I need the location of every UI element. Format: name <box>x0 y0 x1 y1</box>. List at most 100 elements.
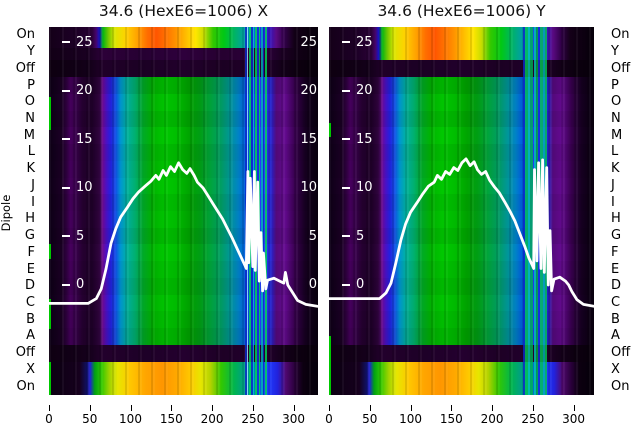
edge-mark <box>329 336 331 395</box>
edge-mark <box>49 299 51 329</box>
row-label-o-4: O <box>611 94 622 110</box>
x-tick-label: 50 <box>82 412 98 426</box>
glitch-stripe <box>253 27 255 395</box>
row-label-n-5: N <box>25 111 35 126</box>
overlay-tick-value: 10 <box>356 180 373 195</box>
heatmap-row-off-top <box>49 60 318 78</box>
overlay-tick-label-right: 25 <box>300 34 317 50</box>
overlay-tick-mark <box>342 283 350 286</box>
overlay-tick-label-left: 15 <box>62 132 93 148</box>
overlay-tick-label-left: 15 <box>342 132 373 148</box>
row-label-c-16: C <box>25 295 35 310</box>
x-tick-mark <box>293 405 295 411</box>
x-tick-mark <box>329 405 330 411</box>
heatmap-band-top-on <box>329 27 594 61</box>
row-label-p-3: P <box>611 77 619 93</box>
overlay-tick-mark <box>62 89 70 92</box>
row-label-on-0: On <box>16 27 35 43</box>
row-label-m-6: M <box>611 127 623 143</box>
row-label-k-8: K <box>26 161 35 177</box>
overlay-tick-mark <box>62 235 70 237</box>
row-label-j-9: J <box>611 177 615 193</box>
overlay-tick-label-left: 20 <box>62 83 93 99</box>
row-label-h-11: H <box>611 211 621 227</box>
overlay-tick-value: 5 <box>356 228 365 244</box>
overlay-tick-label-right: 10 <box>300 180 317 195</box>
row-label-y-1: Y <box>611 44 619 60</box>
row-label-i-10: I <box>611 194 615 210</box>
overlay-tick-mark <box>342 186 350 189</box>
x-tick-label: 100 <box>399 412 422 426</box>
overlay-tick-label-right: 0 <box>308 277 317 292</box>
overlay-tick-label-left: 25 <box>342 35 373 51</box>
overlay-tick-value: 10 <box>76 180 93 195</box>
overlay-tick-value: 15 <box>76 131 93 147</box>
overlay-tick-mark <box>62 138 70 140</box>
heatmap-panel-x: 25 25 20 20 15 15 10 10 5 5 0 0 <box>49 27 318 395</box>
row-label-x-20: X <box>26 361 35 377</box>
row-label-g-12: G <box>611 228 622 244</box>
x-tick-mark <box>130 405 132 411</box>
row-labels-right: On Y Off P O N M L K J I H G F E D C B A Off X On <box>611 0 640 440</box>
x-tick-mark <box>492 405 494 411</box>
row-label-f-13: F <box>27 244 35 260</box>
x-tick-label: 50 <box>362 412 378 426</box>
row-label-e-14: E <box>26 261 35 277</box>
overlay-tick-label-left: 0 <box>342 277 364 293</box>
row-label-l-7: L <box>27 144 35 160</box>
x-tick-label: 200 <box>200 412 224 426</box>
heatmap-band-bottom-x-on <box>49 361 318 395</box>
glitch-stripe <box>544 27 547 395</box>
x-tick-mark <box>573 405 575 411</box>
x-tick-mark <box>532 405 534 411</box>
overlay-tick-value: 15 <box>356 131 373 147</box>
row-label-o-4: O <box>24 94 35 110</box>
row-label-on-0: On <box>611 27 630 43</box>
row-label-x-20: X <box>611 361 620 377</box>
overlay-tick-mark <box>342 138 350 140</box>
row-label-l-7: L <box>611 144 619 160</box>
overlay-tick-label-left: 5 <box>62 229 84 245</box>
glitch-stripe <box>259 27 261 395</box>
x-tick-label: 100 <box>119 412 142 426</box>
panel-title-y: 34.6 (HexE6=1006) Y <box>377 2 546 20</box>
heatmap-panel-y: 25 20 15 10 5 0 <box>329 27 594 395</box>
x-tick-label: 0 <box>325 412 333 426</box>
overlay-tick-mark <box>342 89 350 92</box>
x-tick-label: 300 <box>562 412 586 426</box>
row-label-g-12: G <box>24 228 35 244</box>
row-label-h-11: H <box>25 211 35 227</box>
overlay-tick-label-left: 5 <box>342 229 364 245</box>
row-label-off-2: Off <box>15 60 35 76</box>
row-labels-left: On Y Off P O N M L K J I H G F E D C B A Off X On <box>0 0 35 440</box>
heatmap-row-off-bottom <box>329 344 594 362</box>
x-tick-mark <box>212 405 214 411</box>
overlay-tick-value: 0 <box>356 277 365 292</box>
row-label-m-6: M <box>23 127 35 143</box>
row-label-e-14: E <box>611 261 620 277</box>
heatmap-row-off-top <box>329 60 594 78</box>
x-tick-mark <box>369 405 371 411</box>
x-tick-mark <box>171 405 173 411</box>
glitch-stripe <box>265 27 268 395</box>
x-tick-label: 150 <box>159 412 183 426</box>
overlay-tick-label-left: 0 <box>62 277 84 293</box>
heatmap-body <box>49 77 318 345</box>
overlay-tick-label-left: 10 <box>342 180 373 196</box>
row-label-f-13: F <box>611 244 619 260</box>
overlay-tick-value: 0 <box>76 277 85 292</box>
x-tick-mark <box>252 405 254 411</box>
row-label-a-18: A <box>26 328 35 344</box>
row-label-i-10: I <box>31 194 35 210</box>
overlay-tick-label-right: 15 <box>300 131 317 147</box>
overlay-tick-mark <box>342 41 350 43</box>
x-tick-label: 150 <box>439 412 463 426</box>
row-label-off-2: Off <box>611 60 631 76</box>
overlay-tick-mark <box>62 186 70 189</box>
heatmap-body <box>329 77 594 345</box>
edge-mark <box>49 361 51 395</box>
overlay-tick-mark <box>62 283 70 286</box>
row-label-off-19: Off <box>15 345 35 361</box>
x-tick-label: 250 <box>241 412 265 426</box>
